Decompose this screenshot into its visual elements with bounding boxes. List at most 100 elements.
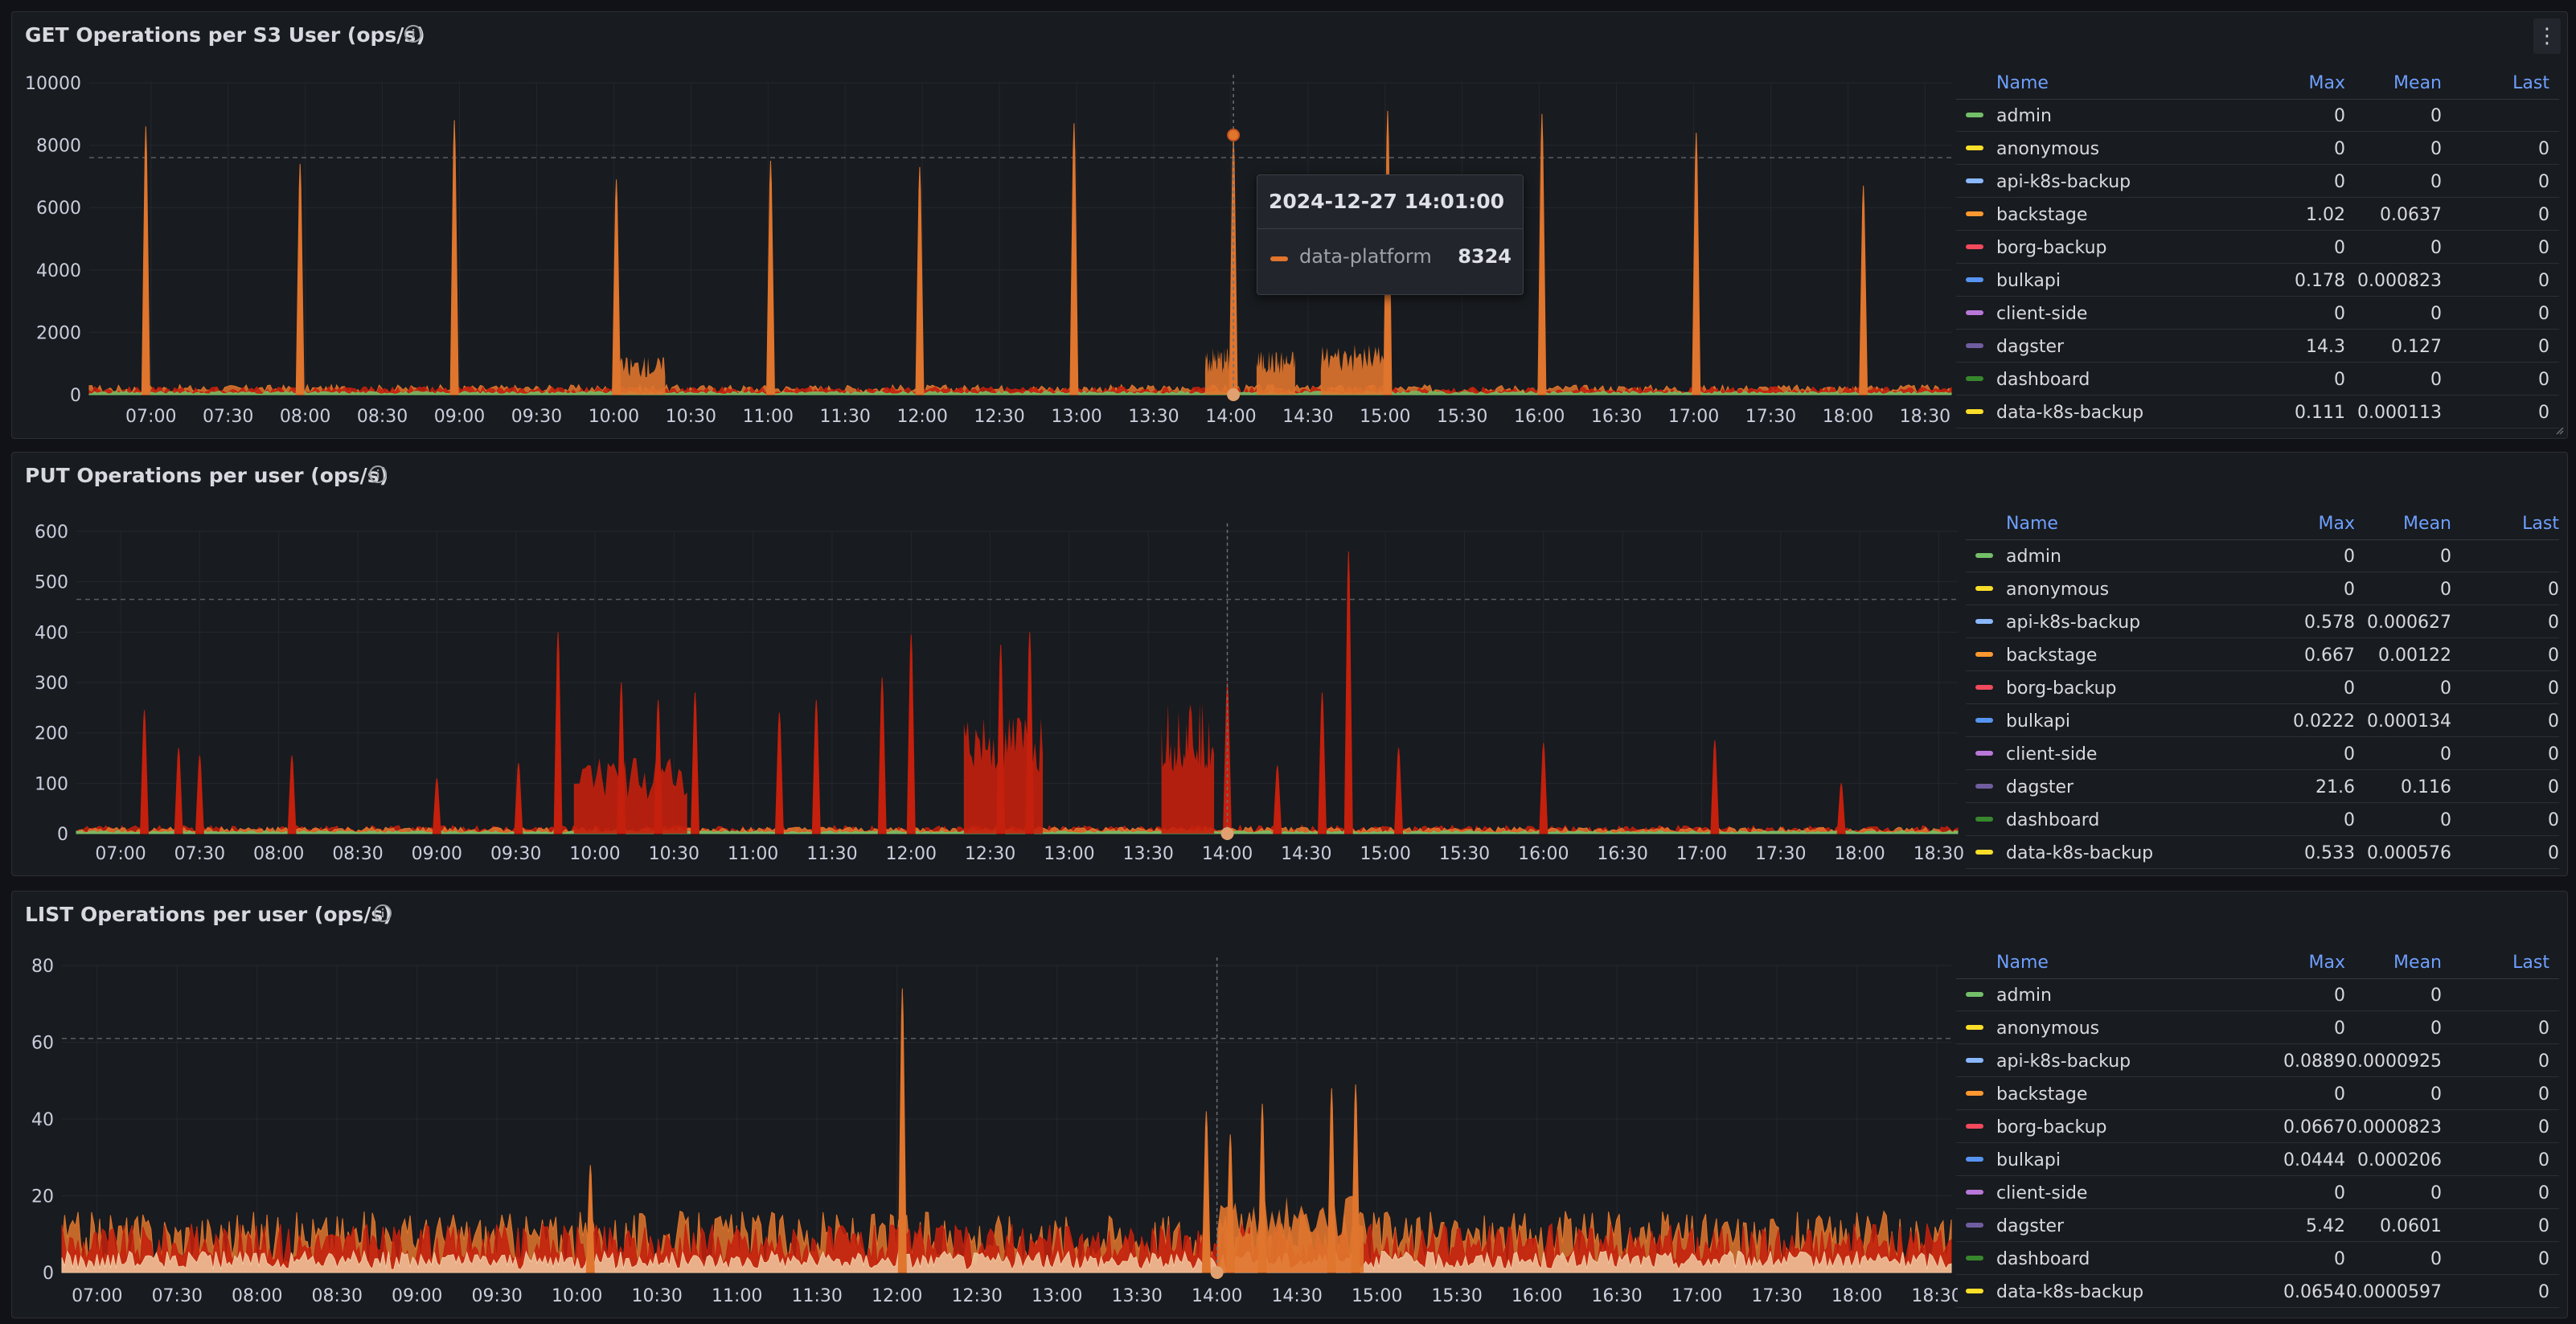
legend-max-value: 0.0667 xyxy=(2283,1117,2345,1137)
info-icon[interactable] xyxy=(367,464,388,485)
legend-header-max[interactable]: Max xyxy=(2308,953,2345,973)
legend-row-data-k8s-backup[interactable]: data-k8s-backup 0.533 0.000576 0 xyxy=(1966,836,2559,869)
legend-header-name[interactable]: Name xyxy=(1996,73,2049,93)
legend-last-value: 0 xyxy=(2538,238,2549,258)
panel-menu-icon[interactable]: ⋮ xyxy=(2533,18,2561,54)
legend-header-name[interactable]: Name xyxy=(1996,953,2049,973)
legend-row-anonymous[interactable]: anonymous 0 0 0 xyxy=(1956,1011,2559,1044)
legend-row-admin[interactable]: admin 0 0 xyxy=(1956,99,2559,132)
get-ops-legend: Name Max Mean Last admin 0 0 anonymous 0 0 0 api-k8… xyxy=(1956,67,2559,437)
y-tick-label: 10000 xyxy=(25,74,81,94)
legend-row-admin[interactable]: admin 0 0 xyxy=(1966,539,2559,572)
x-tick-label: 16:00 xyxy=(1518,844,1569,864)
legend-header-last[interactable]: Last xyxy=(2512,953,2549,973)
x-tick-label: 10:30 xyxy=(632,1286,683,1306)
legend-mean-value: 0.0601 xyxy=(2380,1216,2442,1236)
legend-mean-value: 0.0637 xyxy=(2380,205,2442,225)
legend-series-name: data-k8s-backup xyxy=(2006,843,2154,863)
legend-row-dagster[interactable]: dagster 21.6 0.116 0 xyxy=(1966,770,2559,803)
tooltip-series-swatch xyxy=(1270,256,1288,261)
y-tick-label: 4000 xyxy=(36,261,81,281)
legend-header-max[interactable]: Max xyxy=(2308,73,2345,93)
legend-mean-value: 0 xyxy=(2430,304,2442,324)
legend-header-last[interactable]: Last xyxy=(2522,514,2559,534)
legend-row-client-side[interactable]: client-side 0 0 0 xyxy=(1956,297,2559,330)
legend-series-name: api-k8s-backup xyxy=(2006,613,2141,633)
x-tick-label: 13:30 xyxy=(1123,844,1174,864)
hover-point-marker xyxy=(1210,1266,1224,1279)
legend-row-data-k8s-backup[interactable]: data-k8s-backup 0.0654 0.0000597 0 xyxy=(1956,1275,2559,1308)
legend-row-client-side[interactable]: client-side 0 0 0 xyxy=(1956,1176,2559,1209)
x-tick-label: 13:30 xyxy=(1111,1286,1162,1306)
legend-row-backstage[interactable]: backstage 0.667 0.00122 0 xyxy=(1966,638,2559,671)
info-icon[interactable] xyxy=(372,903,393,924)
x-tick-label: 08:00 xyxy=(253,844,304,864)
legend-row-bulkapi[interactable]: bulkapi 0.178 0.000823 0 xyxy=(1956,264,2559,297)
legend-row-backstage[interactable]: backstage 0 0 0 xyxy=(1956,1077,2559,1110)
legend-mean-value: 0.000576 xyxy=(2367,843,2451,863)
legend-row-api-k8s-backup[interactable]: api-k8s-backup 0 0 0 xyxy=(1956,165,2559,198)
legend-swatch xyxy=(1966,343,1983,348)
legend-last-value: 0 xyxy=(2538,304,2549,324)
legend-series-name: dagster xyxy=(1996,337,2065,357)
legend-swatch xyxy=(1966,1025,1983,1030)
info-icon[interactable] xyxy=(403,23,424,44)
legend-row-borg-backup[interactable]: borg-backup 0 0 0 xyxy=(1956,231,2559,264)
peak-mark xyxy=(877,677,887,834)
peak-mark xyxy=(295,163,305,396)
legend-row-borg-backup[interactable]: borg-backup 0.0667 0.0000823 0 xyxy=(1956,1110,2559,1143)
burst-area xyxy=(963,717,1044,834)
legend-max-value: 0.578 xyxy=(2304,613,2355,633)
legend-row-dashboard[interactable]: dashboard 0 0 0 xyxy=(1966,803,2559,836)
legend-max-value: 0.0889 xyxy=(2283,1051,2345,1072)
legend-last-value: 0 xyxy=(2548,843,2559,863)
x-tick-label: 08:30 xyxy=(332,844,383,864)
legend-series-name: dashboard xyxy=(1996,1249,2090,1269)
legend-last-value: 0 xyxy=(2538,1216,2549,1236)
tooltip-time: 2024-12-27 14:01:00 xyxy=(1269,190,1504,213)
get-ops-chart: 0 2000 4000 6000 8000 10000 07:00 07:30 08:00 08:… xyxy=(25,74,1952,427)
series-area-1 xyxy=(88,385,1952,396)
legend-row-client-side[interactable]: client-side 0 0 0 xyxy=(1966,737,2559,770)
legend-row-dashboard[interactable]: dashboard 0 0 0 xyxy=(1956,363,2559,396)
legend-row-admin[interactable]: admin 0 0 xyxy=(1956,978,2559,1011)
legend-swatch xyxy=(1966,146,1983,150)
put-ops-panel: PUT Operations per user (ops/s) 0 100 200 3… xyxy=(11,452,2568,876)
legend-header-name[interactable]: Name xyxy=(2006,514,2058,534)
legend-swatch xyxy=(1966,1124,1983,1129)
legend-max-value: 0.0654 xyxy=(2283,1282,2345,1302)
legend-last-value: 0 xyxy=(2538,1282,2549,1302)
legend-row-backstage[interactable]: backstage 1.02 0.0637 0 xyxy=(1956,198,2559,231)
legend-row-api-k8s-backup[interactable]: api-k8s-backup 0.0889 0.0000925 0 xyxy=(1956,1044,2559,1077)
peak-mark xyxy=(287,755,297,834)
legend-row-anonymous[interactable]: anonymous 0 0 0 xyxy=(1956,132,2559,165)
series-area-2 xyxy=(88,391,1952,396)
legend-row-bulkapi[interactable]: bulkapi 0.0222 0.000134 0 xyxy=(1966,704,2559,737)
legend-header-last[interactable]: Last xyxy=(2512,73,2549,93)
legend-row-dagster[interactable]: dagster 14.3 0.127 0 xyxy=(1956,330,2559,363)
legend-max-value: 0 xyxy=(2334,1019,2345,1039)
chart-tooltip: 2024-12-27 14:01:00 data-platform 8324 xyxy=(1257,174,1524,295)
x-tick-label: 08:00 xyxy=(232,1286,282,1306)
list-ops-legend: Name Max Mean Last admin 0 0 anonymous 0 0 0 api-k8… xyxy=(1956,946,2559,1316)
legend-series-name: admin xyxy=(2006,547,2061,567)
y-tick-label: 0 xyxy=(70,386,81,406)
legend-row-bulkapi[interactable]: bulkapi 0.0444 0.000206 0 xyxy=(1956,1143,2559,1176)
legend-series-name: anonymous xyxy=(2006,580,2110,600)
legend-row-borg-backup[interactable]: borg-backup 0 0 0 xyxy=(1966,671,2559,704)
legend-header-mean[interactable]: Mean xyxy=(2393,73,2442,93)
burst-area xyxy=(1204,347,1231,395)
legend-row-data-k8s-backup[interactable]: data-k8s-backup 0.111 0.000113 0 xyxy=(1956,396,2559,428)
legend-header-max[interactable]: Max xyxy=(2318,514,2355,534)
legend-last-value: 0 xyxy=(2538,1150,2549,1170)
resize-handle-icon[interactable] xyxy=(2553,424,2564,435)
legend-header-mean[interactable]: Mean xyxy=(2403,514,2451,534)
y-tick-label: 40 xyxy=(31,1110,54,1130)
legend-swatch xyxy=(1975,652,1993,657)
legend-row-dashboard[interactable]: dashboard 0 0 0 xyxy=(1956,1242,2559,1275)
legend-header-mean[interactable]: Mean xyxy=(2393,953,2442,973)
legend-row-dagster[interactable]: dagster 5.42 0.0601 0 xyxy=(1956,1209,2559,1242)
legend-row-anonymous[interactable]: anonymous 0 0 0 xyxy=(1966,572,2559,605)
legend-row-api-k8s-backup[interactable]: api-k8s-backup 0.578 0.000627 0 xyxy=(1966,605,2559,638)
x-tick-label: 11:00 xyxy=(728,844,778,864)
